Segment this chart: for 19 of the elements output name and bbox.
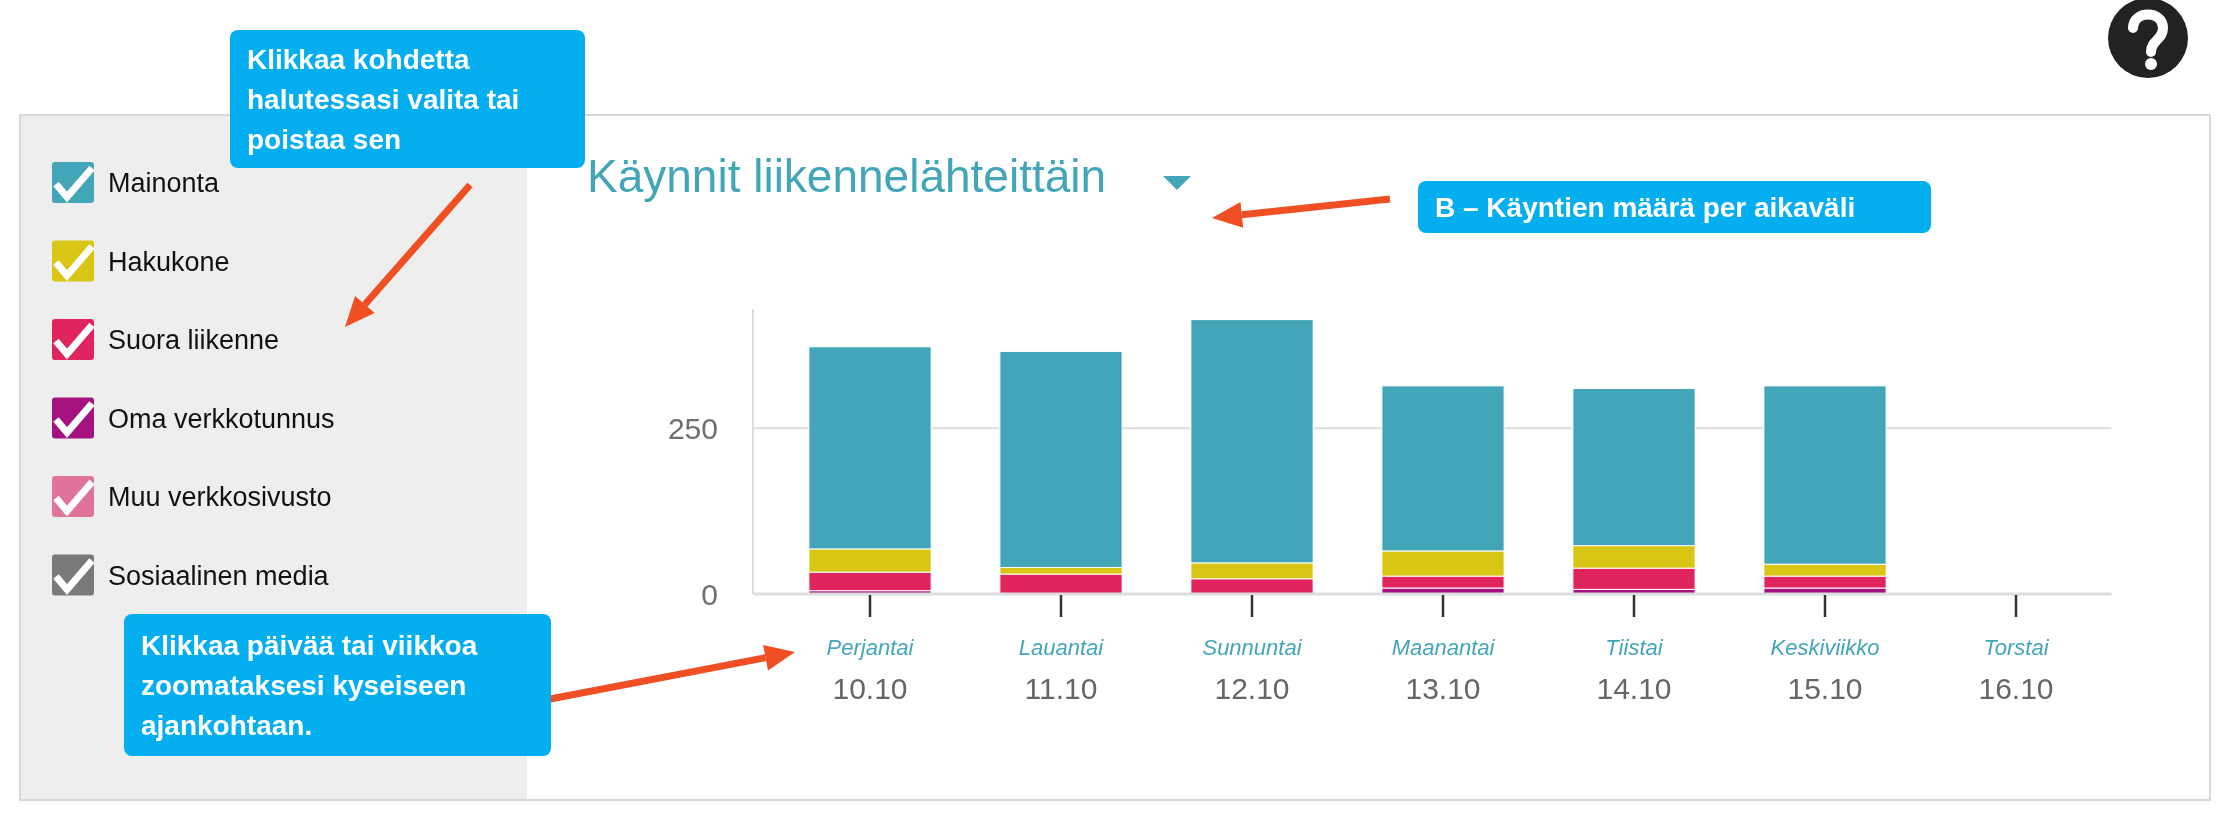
legend-label: Muu verkkosivusto bbox=[108, 482, 332, 513]
chart-title: Käynnit liikennelähteittäin bbox=[587, 150, 1107, 202]
x-tick-label: Keskiviikko 15.10 bbox=[1770, 635, 1880, 705]
text: Klikkaa päivää tai viikkoa zoomataksesi kyseiseen ajankohtaan. bbox=[141, 630, 478, 741]
y-tick-label: 250 bbox=[667, 411, 718, 445]
text: B – Käyntien määrä per aikaväli bbox=[1435, 192, 1856, 223]
y-tick-label: 0 bbox=[701, 577, 718, 611]
x-tick-label: Torstai 16.10 bbox=[1978, 635, 2054, 705]
legend-label: Suora liikenne bbox=[108, 325, 280, 356]
legend-label: Sosiaalinen media bbox=[108, 560, 330, 591]
legend-label: Oma verkkotunnus bbox=[108, 403, 335, 434]
legend-label: Mainonta bbox=[108, 168, 221, 199]
x-tick-label: Lauantai 11.10 bbox=[1018, 635, 1105, 705]
x-tick-label: Perjantai 10.10 bbox=[826, 635, 915, 705]
legend-label: Hakukone bbox=[108, 246, 230, 277]
x-tick-label: Sunnuntai 12.10 bbox=[1202, 635, 1303, 705]
x-tick-label: Maanantai 13.10 bbox=[1391, 635, 1496, 705]
x-tick-label: Tiistai 14.10 bbox=[1596, 635, 1672, 705]
text: Klikkaa kohdetta halutessasi valita tai poistaa sen bbox=[247, 44, 520, 155]
